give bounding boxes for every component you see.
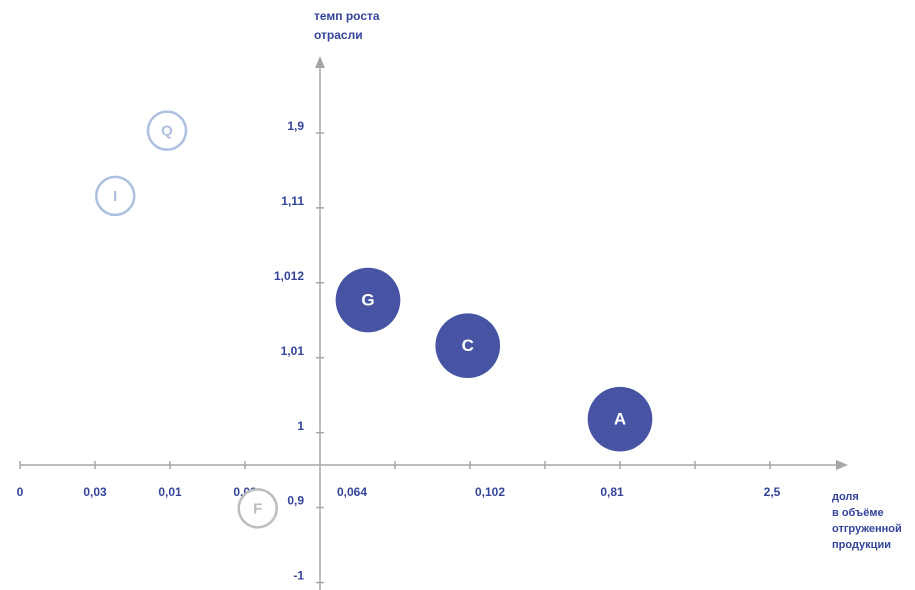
bubble-label: A [614, 410, 626, 429]
bubble-label: F [253, 500, 262, 517]
x-tick-label: 2,5 [764, 485, 781, 499]
x-axis-title: доля [832, 491, 859, 503]
y-tick-label: -1 [293, 569, 304, 583]
bubble [237, 488, 278, 529]
x-tick-label: 0,81 [600, 485, 624, 499]
bubble [146, 110, 188, 151]
bubble [95, 175, 136, 217]
y-axis-title: отрасли [314, 28, 363, 42]
x-axis-arrow [836, 460, 848, 470]
y-tick-label: 0,9 [287, 494, 304, 508]
y-tick-label: 1,012 [274, 269, 304, 283]
x-tick-label: 0,03 [83, 485, 107, 499]
bubble-label: C [462, 336, 474, 355]
x-axis-title: продукции [832, 539, 891, 551]
bubble [335, 267, 401, 333]
x-axis-title: в объёме [832, 507, 884, 519]
x-axis-title: отгруженной [832, 523, 902, 535]
y-axis-title: темп роста [314, 9, 380, 23]
bubble [435, 313, 501, 379]
y-tick-label: 1,9 [287, 119, 304, 133]
bubble-label: Q [161, 123, 173, 140]
y-tick-label: 1,01 [281, 344, 305, 358]
bubble-label: G [361, 291, 374, 310]
bubble [587, 386, 653, 452]
y-tick-label: 1,11 [281, 194, 304, 208]
y-tick-label: 1 [297, 419, 304, 433]
x-tick-label: 0,064 [337, 485, 367, 499]
x-tick-label: 0 [17, 485, 24, 499]
bubble-label: I [113, 188, 117, 205]
x-tick-label: 0,01 [158, 485, 182, 499]
y-axis-arrow [315, 56, 325, 68]
x-tick-label: 0,102 [475, 485, 505, 499]
